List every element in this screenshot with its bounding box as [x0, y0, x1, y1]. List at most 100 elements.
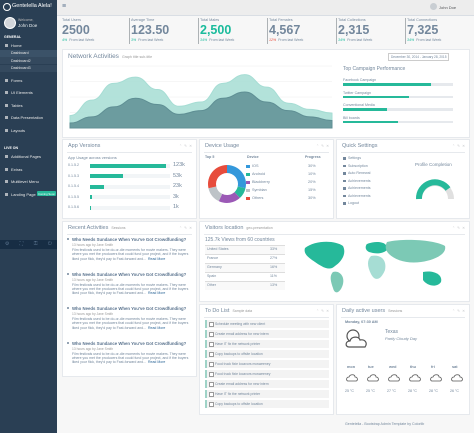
panel-tool[interactable]: ✎: [457, 226, 460, 230]
menu-item[interactable]: Extras: [11, 166, 23, 172]
user-name: John Doe: [18, 23, 38, 28]
forecast-icon: [388, 374, 400, 382]
footer-button[interactable]: ⏻: [42, 240, 57, 249]
panel-tool[interactable]: ✎: [184, 226, 187, 230]
version-label: 0.1.5.6: [68, 205, 79, 209]
todo-item: Copy backups to offsite location: [215, 401, 263, 406]
donut-slice: [227, 165, 246, 189]
todo-item: Food truck fixie locavors mcsweeney: [215, 361, 271, 366]
panel-tool[interactable]: ✕: [326, 309, 329, 313]
stat-note: From last Week: [69, 38, 95, 42]
campaign-name: Twitter Campaign: [343, 90, 371, 95]
panel-tool[interactable]: ✎: [457, 309, 460, 313]
avatar: [4, 17, 16, 29]
menu-toggle[interactable]: ≡: [62, 3, 67, 10]
value-label: 3k: [173, 193, 179, 200]
panel-tool[interactable]: ✎: [321, 144, 324, 148]
quick-link[interactable]: Logout: [348, 201, 359, 205]
checkbox[interactable]: [209, 362, 214, 367]
activity-title[interactable]: Who Needs Sundance When You've Got Crowd…: [72, 340, 187, 346]
map-region: [365, 242, 388, 254]
menu-icon: [5, 155, 8, 158]
menu-item[interactable]: Landing Page: [11, 191, 36, 197]
brand: Gentelella Alela!: [12, 3, 52, 9]
timeline-dot: [67, 341, 69, 344]
menu-item[interactable]: UI Elements: [11, 90, 33, 95]
quick-link[interactable]: Achievements: [348, 193, 371, 198]
panel-title: Recent Activities Sessions: [68, 225, 126, 231]
quick-link[interactable]: Settings: [348, 156, 361, 160]
menu-item[interactable]: Additional Pages: [11, 154, 42, 159]
panel-tool[interactable]: ✕: [189, 144, 192, 148]
panel-tool[interactable]: ✕: [326, 144, 329, 148]
bar: [90, 163, 166, 168]
panel-tool[interactable]: ⌃: [452, 144, 455, 148]
checkbox[interactable]: [209, 372, 214, 377]
menu-icon: [5, 91, 8, 94]
panel-tool[interactable]: ⌃: [316, 144, 319, 148]
quick-link[interactable]: Auto Renewal: [348, 171, 371, 175]
stat-note: From last Week: [278, 38, 304, 42]
todo-row: [205, 370, 329, 378]
panel-tool[interactable]: ✎: [457, 144, 460, 148]
menu-icon: [5, 180, 8, 183]
menu-item[interactable]: Multilevel Menu: [11, 179, 39, 184]
date-range[interactable]: December 30, 2014 - January 28, 2015: [388, 53, 450, 61]
activity-title[interactable]: Who Needs Sundance When You've Got Crowd…: [72, 237, 187, 242]
map-region: [423, 271, 442, 286]
panel-tool[interactable]: ✎: [184, 144, 187, 148]
stat-divider: [405, 18, 406, 44]
read-more[interactable]: Read More: [148, 291, 166, 296]
submenu-item[interactable]: Dashboard: [11, 51, 29, 55]
panel-tool[interactable]: ✕: [462, 309, 465, 313]
panel-tool[interactable]: ⌃: [179, 226, 182, 230]
profile-label: Profile Completion: [415, 162, 452, 167]
menu-item[interactable]: Home: [11, 43, 22, 48]
checkbox[interactable]: [209, 382, 214, 387]
activity-title[interactable]: Who Needs Sundance When You've Got Crowd…: [72, 306, 187, 311]
submenu-item[interactable]: Dashboard3: [11, 66, 31, 70]
panel-title: To Do List Sample data: [205, 308, 253, 314]
top-user[interactable]: John Doe: [439, 4, 457, 10]
panel-tool[interactable]: ⌃: [179, 144, 182, 148]
quick-link[interactable]: Achievements: [348, 186, 371, 190]
checkbox[interactable]: [209, 352, 214, 357]
panel-tool[interactable]: ✕: [462, 226, 465, 230]
menu-item[interactable]: Tables: [11, 102, 23, 108]
checkbox[interactable]: [209, 392, 214, 397]
read-more[interactable]: Read More: [148, 256, 166, 261]
donut-slice: [234, 186, 246, 198]
map-region: [368, 255, 386, 279]
checkbox[interactable]: [209, 342, 214, 347]
checkbox[interactable]: [209, 322, 214, 327]
activity-title[interactable]: Who Needs Sundance When You've Got Crowd…: [72, 271, 187, 277]
quick-link[interactable]: Achievements: [348, 178, 371, 183]
menu-item[interactable]: Layouts: [11, 127, 26, 133]
stat-label: Total Males: [200, 18, 220, 22]
checkbox[interactable]: [209, 402, 214, 407]
footer-button[interactable]: ⚿: [28, 240, 43, 249]
footer-button[interactable]: ⚙: [0, 240, 15, 249]
day: thu: [410, 365, 416, 369]
menu-item[interactable]: Forms: [11, 77, 23, 83]
footer-button[interactable]: ⛶: [14, 240, 29, 249]
panel-tool[interactable]: ✕: [189, 226, 192, 230]
panel-tool[interactable]: ⌃: [316, 309, 319, 313]
legend-swatch: [246, 172, 250, 176]
panel-tool[interactable]: ⌃: [452, 226, 455, 230]
panel-tool[interactable]: ⌃: [452, 309, 455, 313]
checkbox[interactable]: [209, 332, 214, 337]
panel-tool[interactable]: ✎: [321, 309, 324, 313]
stat-change: 34% From last Week: [407, 38, 442, 42]
row-bg: [205, 245, 285, 254]
quick-link[interactable]: Subscription: [348, 163, 368, 168]
submenu-item[interactable]: Dashboard2: [11, 58, 31, 63]
temp: 28 °C: [429, 389, 439, 393]
weather-icon: [345, 329, 367, 348]
progress-bar: [343, 83, 431, 86]
panel-rule: [67, 152, 192, 153]
read-more[interactable]: Read More: [148, 325, 166, 330]
menu-item[interactable]: Data Presentation: [11, 115, 44, 120]
read-more[interactable]: Read More: [148, 360, 166, 365]
panel-tool[interactable]: ✕: [462, 144, 465, 148]
